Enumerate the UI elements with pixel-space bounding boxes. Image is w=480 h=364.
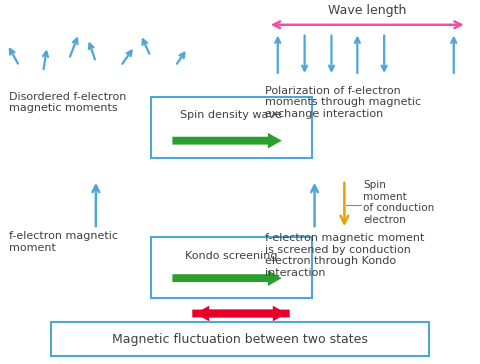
FancyArrow shape — [195, 306, 290, 321]
FancyArrow shape — [172, 270, 282, 286]
Text: Spin
moment
of conduction
electron: Spin moment of conduction electron — [363, 180, 434, 225]
Text: Magnetic fluctuation between two states: Magnetic fluctuation between two states — [112, 333, 368, 345]
FancyBboxPatch shape — [151, 237, 312, 298]
Text: Kondo screening: Kondo screening — [185, 250, 277, 261]
Text: f-electron magnetic moment
is screened by conduction
electron through Kondo
inte: f-electron magnetic moment is screened b… — [265, 233, 424, 278]
Text: Spin density wave: Spin density wave — [180, 110, 282, 120]
FancyArrow shape — [172, 133, 282, 149]
FancyArrow shape — [192, 306, 287, 321]
Text: Polarization of f-electron
moments through magnetic
exchange interaction: Polarization of f-electron moments throu… — [265, 86, 421, 119]
Text: f-electron magnetic
moment: f-electron magnetic moment — [9, 231, 119, 253]
FancyBboxPatch shape — [151, 98, 312, 158]
Text: Disordered f-electron
magnetic moments: Disordered f-electron magnetic moments — [9, 92, 127, 113]
FancyBboxPatch shape — [51, 323, 429, 356]
Text: Wave length: Wave length — [328, 4, 407, 17]
